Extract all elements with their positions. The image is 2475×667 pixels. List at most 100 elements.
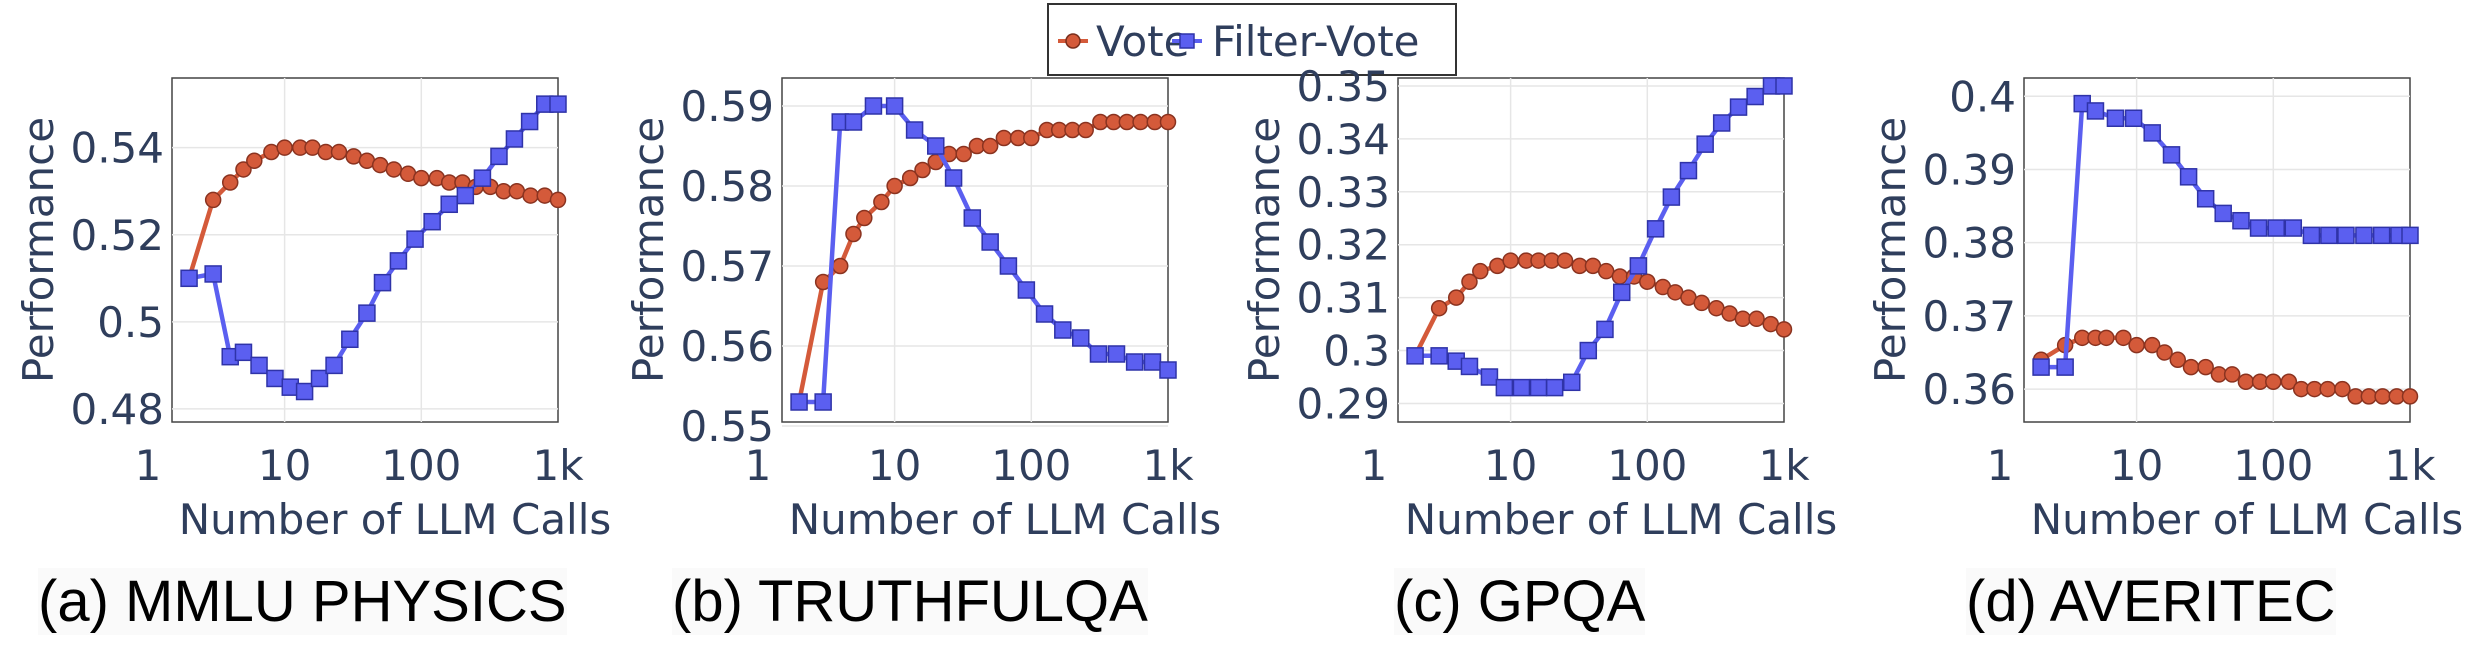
data-point-filter-vote: [473, 169, 492, 187]
data-point-vote: [1430, 299, 1448, 317]
data-point-filter-vote: [1662, 188, 1681, 206]
series-vote: [1406, 252, 1793, 365]
data-point-filter-vote: [266, 369, 284, 388]
data-point-filter-vote: [1125, 353, 1144, 371]
plot-frame: [171, 77, 559, 423]
data-point-vote: [995, 129, 1013, 147]
data-point-vote: [549, 191, 567, 209]
y-tick-label: 0.32: [1296, 221, 1390, 270]
data-point-vote: [2169, 351, 2187, 369]
data-point-filter-vote: [905, 121, 924, 139]
data-point-filter-vote: [373, 273, 392, 292]
data-point-filter-vote: [520, 112, 539, 131]
data-point-vote: [955, 145, 972, 163]
data-point-vote: [1447, 289, 1465, 306]
x-tick-label: 1: [745, 441, 772, 490]
data-point-filter-vote: [814, 393, 832, 411]
data-point-filter-vote: [927, 137, 945, 155]
data-point-filter-vote: [1495, 378, 1514, 397]
y-tick-label: 0.58: [680, 162, 774, 211]
data-point-filter-vote: [204, 265, 222, 283]
data-point-filter-vote: [2320, 226, 2338, 245]
data-point-filter-vote: [1696, 135, 1714, 153]
data-point-filter-vote: [2106, 109, 2125, 128]
data-point-vote: [413, 169, 430, 187]
series-vote: [790, 113, 1177, 411]
data-point-vote: [2115, 329, 2132, 347]
caption-c: (c) GPQA: [1394, 568, 1646, 635]
x-tick-label: 100: [381, 441, 461, 490]
data-point-filter-vote: [1107, 345, 1126, 363]
data-point-filter-vote: [295, 382, 314, 401]
series-filter-vote: [180, 95, 567, 401]
data-point-vote: [276, 139, 293, 156]
data-point-filter-vote: [1072, 329, 1090, 347]
data-point-vote: [845, 225, 862, 243]
data-point-filter-vote: [2355, 226, 2373, 245]
data-point-filter-vote: [1579, 341, 1598, 360]
data-point-filter-vote: [2267, 219, 2285, 237]
y-tick-label: 0.39: [1922, 145, 2016, 194]
data-point-vote: [831, 257, 849, 275]
x-axis-label: Number of LLM Calls: [1405, 495, 1838, 544]
data-point-vote: [2265, 373, 2282, 390]
data-point-vote: [1159, 113, 1177, 131]
x-tick-label: 1k: [532, 441, 584, 490]
data-point-vote: [1734, 310, 1752, 328]
data-point-filter-vote: [2302, 226, 2321, 245]
data-point-vote: [873, 193, 890, 211]
y-axis-label: Performance: [1866, 117, 1915, 383]
data-point-filter-vote: [2056, 358, 2074, 376]
series-line: [2041, 101, 2410, 370]
data-point-vote: [2334, 380, 2351, 398]
data-point-filter-vote: [981, 233, 999, 251]
data-point-vote: [330, 143, 348, 161]
data-point-vote: [2197, 358, 2214, 376]
y-tick-label: 0.3: [1323, 327, 1390, 376]
data-point-vote: [1461, 273, 1478, 291]
data-point-vote: [856, 209, 873, 227]
y-tick-label: 0.48: [70, 385, 164, 434]
y-tick-label: 0.59: [680, 82, 774, 131]
data-point-filter-vote: [1629, 257, 1648, 275]
data-point-filter-vote: [1159, 361, 1177, 379]
data-point-vote: [886, 177, 903, 195]
y-tick-label: 0.35: [1296, 62, 1390, 111]
x-tick-label: 10: [868, 441, 921, 490]
series-filter-vote: [1406, 77, 1793, 397]
data-point-filter-vote: [790, 393, 808, 411]
data-point-filter-vote: [389, 252, 408, 270]
data-point-filter-vote: [1529, 378, 1548, 397]
series-filter-vote: [790, 97, 1177, 411]
data-point-filter-vote: [864, 97, 883, 115]
data-point-vote: [1693, 294, 1710, 312]
data-point-filter-vote: [1679, 161, 1698, 180]
y-tick-label: 0.38: [1922, 219, 2016, 268]
data-point-vote: [371, 156, 389, 174]
data-point-filter-vote: [963, 209, 982, 227]
y-axis-label: Performance: [1240, 117, 1289, 383]
panel-d: 0.36 0.37 0.38 0.39 0.4 1 10 100 1k Number of LLM…: [1866, 72, 2463, 544]
y-tick-label: 0.33: [1296, 168, 1390, 217]
data-point-vote: [235, 161, 252, 178]
data-point-filter-vote: [1480, 368, 1499, 386]
data-point-filter-vote: [358, 304, 376, 322]
data-point-vote: [1639, 273, 1656, 291]
data-point-vote: [2319, 380, 2336, 398]
y-tick-label: 0.54: [70, 124, 164, 173]
data-point-vote: [1502, 252, 1519, 269]
data-point-vote: [385, 161, 403, 178]
caption-d: (d) AVERITEC: [1966, 568, 2336, 635]
x-tick-label: 1k: [1758, 441, 1810, 490]
data-point-vote: [2128, 336, 2145, 354]
y-tick-label: 0.56: [680, 322, 774, 371]
data-point-filter-vote: [1612, 283, 1631, 302]
data-point-filter-vote: [423, 212, 441, 231]
x-axis-label: Number of LLM Calls: [2031, 495, 2464, 544]
x-tick-label: 100: [991, 441, 1071, 490]
data-point-vote: [914, 161, 931, 179]
x-tick-label: 100: [1607, 441, 1687, 490]
y-axis-label: Performance: [14, 117, 63, 383]
y-tick-label: 0.34: [1296, 115, 1390, 164]
